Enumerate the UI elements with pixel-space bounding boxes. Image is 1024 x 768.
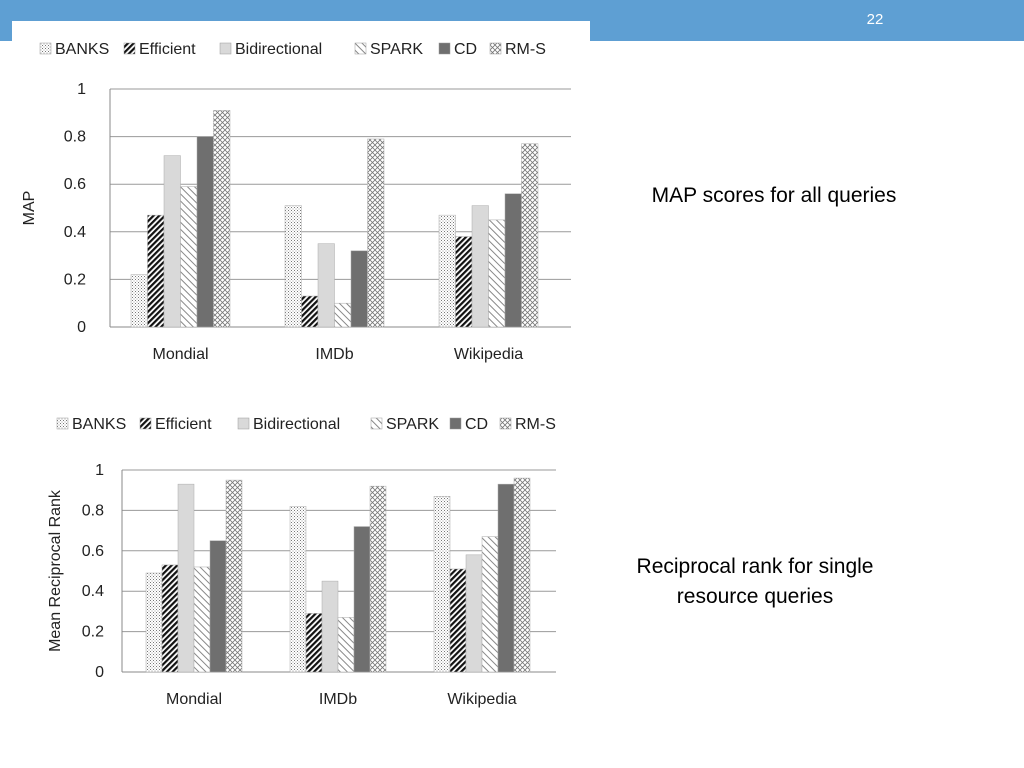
- legend-label: SPARK: [386, 416, 439, 433]
- legend-label: RM-S: [515, 416, 556, 433]
- bar-cd-imdb: [353, 526, 371, 673]
- bar-cd-mondial: [196, 136, 214, 328]
- bar-bidirectional-wikipedia: [465, 554, 483, 673]
- bar-rm-s-wikipedia: [513, 477, 531, 673]
- legend-label: SPARK: [370, 41, 423, 58]
- bar-cd-mondial: [209, 540, 227, 673]
- bar-spark-imdb: [334, 302, 352, 328]
- x-category-label: Wikipedia: [454, 346, 523, 363]
- rr-caption: Reciprocal rank for single resource quer…: [596, 552, 914, 612]
- y-tick-label: 0.4: [64, 224, 86, 241]
- bar-efficient-mondial: [147, 214, 165, 328]
- map-caption-text: MAP scores for all queries: [651, 184, 897, 207]
- header-cutout: [12, 21, 590, 41]
- legend-label: Efficient: [139, 41, 196, 58]
- legend-label: BANKS: [55, 41, 109, 58]
- y-tick-label: 0: [77, 319, 86, 336]
- y-tick-label: 0.2: [64, 271, 86, 288]
- bar-efficient-wikipedia: [449, 568, 467, 673]
- legend-label: Bidirectional: [253, 416, 340, 433]
- bar-spark-mondial: [193, 566, 211, 673]
- bar-banks-imdb: [284, 205, 302, 328]
- bar-spark-wikipedia: [488, 219, 506, 328]
- map-caption: MAP scores for all queries: [615, 181, 933, 211]
- map-chart: 0 0.2 0.4 0.6 0.8 1 MAP Mondial IMDb Wikipedia BAN…: [21, 41, 571, 363]
- legend-swatch: [438, 42, 451, 55]
- bar-rm-s-wikipedia: [521, 143, 539, 328]
- bar-spark-wikipedia: [481, 536, 499, 673]
- bar-spark-imdb: [337, 617, 355, 673]
- bar-banks-wikipedia: [433, 496, 451, 673]
- y-tick-label: 1: [77, 81, 86, 98]
- legend-label: Bidirectional: [235, 41, 322, 58]
- bar-banks-mondial: [145, 572, 163, 673]
- y-tick-label: 0.8: [64, 129, 86, 146]
- legend-swatch: [139, 417, 152, 430]
- legend-swatch: [56, 417, 69, 430]
- bar-banks-imdb: [289, 506, 307, 673]
- bar-rm-s-mondial: [225, 479, 243, 673]
- legend-swatch: [39, 42, 52, 55]
- bar-bidirectional-imdb: [321, 580, 339, 673]
- legend-swatch: [354, 42, 367, 55]
- y-tick-label: 0.8: [82, 502, 104, 519]
- legend-label: CD: [454, 41, 477, 58]
- legend-label: CD: [465, 416, 488, 433]
- reciprocal-rank-chart: 0 0.2 0.4 0.6 0.8 1 Mean Reciprocal Rank Mondia…: [47, 416, 556, 708]
- x-category-label: Mondial: [166, 691, 222, 708]
- bar-bidirectional-wikipedia: [471, 205, 489, 328]
- rr-caption-line2: resource queries: [676, 585, 834, 608]
- slide-number: 22: [866, 11, 884, 28]
- legend-label: Efficient: [155, 416, 212, 433]
- x-category-label: Mondial: [152, 346, 208, 363]
- legend-swatch: [449, 417, 462, 430]
- x-category-label: IMDb: [319, 691, 357, 708]
- legend-label: BANKS: [72, 416, 126, 433]
- bar-bidirectional-imdb: [317, 243, 335, 328]
- bar-rm-s-imdb: [367, 138, 385, 328]
- legend-label: RM-S: [505, 41, 546, 58]
- bar-rm-s-imdb: [369, 485, 387, 673]
- legend-swatch: [489, 42, 502, 55]
- bar-efficient-mondial: [161, 564, 179, 673]
- bar-bidirectional-mondial: [163, 155, 181, 328]
- bar-cd-imdb: [350, 250, 368, 328]
- y-axis-label: MAP: [21, 191, 38, 226]
- bar-cd-wikipedia: [504, 193, 522, 328]
- bar-efficient-wikipedia: [455, 236, 473, 328]
- bar-spark-mondial: [180, 186, 198, 328]
- bar-efficient-imdb: [305, 613, 323, 673]
- bar-rm-s-mondial: [213, 110, 231, 328]
- y-axis-label: Mean Reciprocal Rank: [47, 489, 64, 652]
- rr-caption-line1: Reciprocal rank for single: [636, 555, 874, 578]
- bar-efficient-imdb: [301, 295, 319, 328]
- legend-swatch: [499, 417, 512, 430]
- bar-banks-wikipedia: [438, 214, 456, 328]
- x-category-label: IMDb: [315, 346, 353, 363]
- bar-cd-wikipedia: [497, 483, 515, 673]
- x-category-label: Wikipedia: [447, 691, 516, 708]
- legend-swatch: [123, 42, 136, 55]
- legend-swatch: [237, 417, 250, 430]
- y-tick-label: 0.6: [64, 176, 86, 193]
- legend-swatch: [370, 417, 383, 430]
- y-tick-label: 0.2: [82, 624, 104, 641]
- y-tick-label: 0: [95, 664, 104, 681]
- y-tick-label: 0.6: [82, 543, 104, 560]
- bar-bidirectional-mondial: [177, 483, 195, 673]
- bar-banks-mondial: [130, 274, 148, 328]
- y-tick-label: 1: [95, 462, 104, 479]
- y-tick-label: 0.4: [82, 583, 104, 600]
- legend-swatch: [219, 42, 232, 55]
